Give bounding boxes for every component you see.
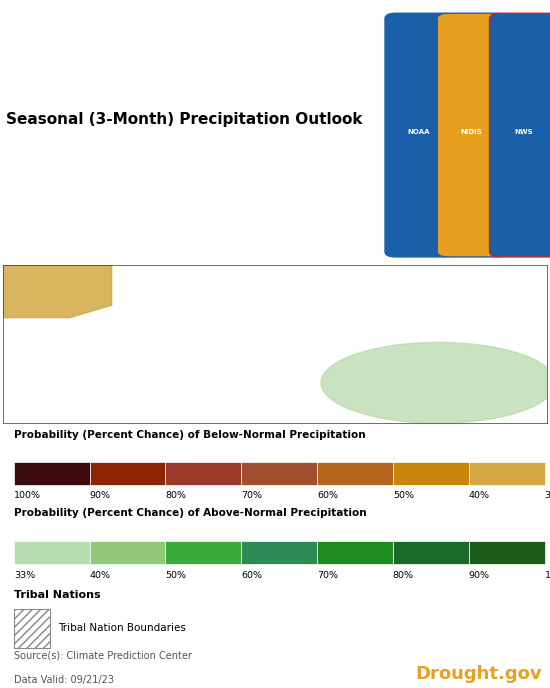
Text: 40%: 40% (469, 491, 490, 500)
Text: Data Valid: 09/21/23: Data Valid: 09/21/23 (14, 675, 114, 685)
Text: NIDIS: NIDIS (460, 129, 482, 136)
Bar (14, 462, 90, 485)
Polygon shape (321, 343, 550, 423)
Text: Tribal Nation Boundaries: Tribal Nation Boundaries (58, 623, 186, 634)
Text: Seasonal (3-Month) Precipitation Outlook: Seasonal (3-Month) Precipitation Outlook (6, 111, 362, 127)
Text: 60%: 60% (317, 491, 338, 500)
Text: Drought.gov: Drought.gov (415, 665, 542, 682)
Bar (90, 462, 166, 485)
Text: Probability (Percent Chance) of Above-Normal Precipitation: Probability (Percent Chance) of Above-No… (14, 508, 366, 518)
Text: 70%: 70% (317, 571, 338, 580)
Text: 80%: 80% (393, 571, 414, 580)
Text: NWS: NWS (514, 129, 533, 136)
FancyBboxPatch shape (385, 13, 454, 257)
Bar (469, 541, 544, 564)
Bar (469, 462, 544, 485)
Text: Tribal Nations: Tribal Nations (14, 590, 100, 600)
Polygon shape (3, 265, 112, 318)
Text: 60%: 60% (241, 571, 262, 580)
Bar (90, 541, 166, 564)
Text: 70%: 70% (241, 491, 262, 500)
Bar (166, 541, 241, 564)
Bar (241, 462, 317, 485)
Bar (166, 462, 241, 485)
Text: 50%: 50% (393, 491, 414, 500)
Text: NOAA: NOAA (408, 129, 430, 136)
Text: 33%: 33% (544, 491, 550, 500)
Text: 100%: 100% (14, 491, 41, 500)
Text: 90%: 90% (469, 571, 490, 580)
FancyBboxPatch shape (437, 13, 506, 257)
Bar (317, 462, 393, 485)
Text: 100%: 100% (544, 571, 550, 580)
Text: Probability (Percent Chance) of Below-Normal Precipitation: Probability (Percent Chance) of Below-No… (14, 430, 365, 440)
Text: 33%: 33% (14, 571, 35, 580)
Bar (393, 541, 469, 564)
Text: 90%: 90% (90, 491, 111, 500)
Bar (14, 541, 90, 564)
Text: Source(s): Climate Prediction Center: Source(s): Climate Prediction Center (14, 651, 191, 661)
FancyBboxPatch shape (490, 13, 550, 257)
Bar (241, 541, 317, 564)
Bar (393, 462, 469, 485)
Text: 40%: 40% (90, 571, 111, 580)
Text: 50%: 50% (166, 571, 186, 580)
Bar (317, 541, 393, 564)
Text: 80%: 80% (166, 491, 186, 500)
Bar (14, 609, 50, 648)
